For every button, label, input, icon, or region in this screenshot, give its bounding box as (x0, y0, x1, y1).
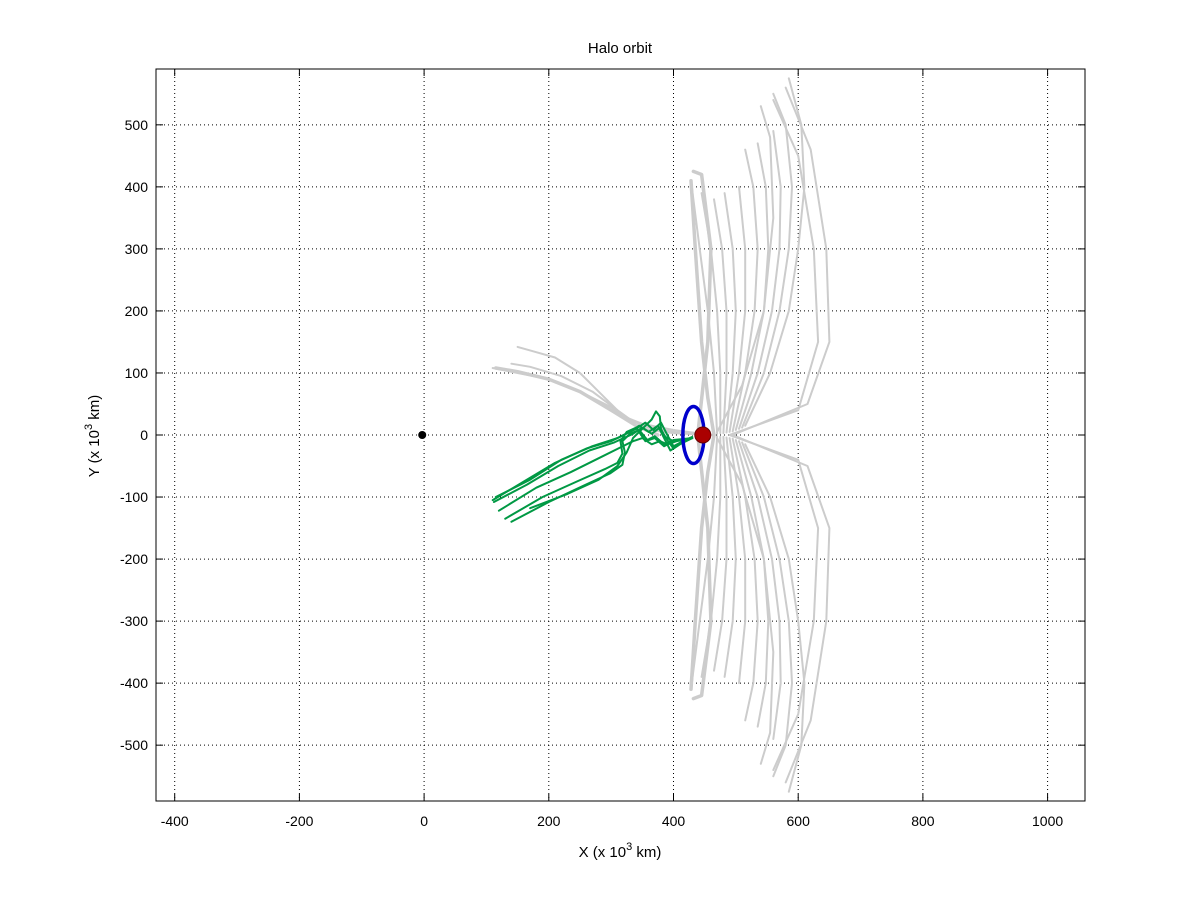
manifold-trajectory-line (691, 169, 713, 431)
x-tick-label: -200 (285, 813, 313, 829)
x-axis-title-main: X (x 10 (579, 844, 627, 861)
chart-title: Halo orbit (588, 40, 653, 57)
manifold-trajectory-line (723, 192, 737, 434)
manifold-trajectory-line (713, 435, 728, 672)
y-tick-label: -100 (120, 489, 148, 505)
x-tick-label: 0 (420, 813, 428, 829)
y-tick-label: 200 (125, 303, 149, 319)
x-axis-title-exponent: 3 (626, 841, 632, 853)
y-tick-label: -400 (120, 675, 148, 691)
manifold-trajectory-line (716, 437, 775, 765)
manifold-trajectory-line (716, 105, 775, 433)
manifold-trajectory-line (728, 185, 747, 433)
manifold-trajectory-line (731, 86, 831, 784)
tick-marks (156, 69, 1085, 801)
earth-marker (418, 431, 427, 439)
y-tick-label: -500 (120, 737, 148, 753)
moon-marker (694, 426, 712, 444)
tick-labels: -400 -200 0 200 400 600 800 1000-500-400-300-20… (120, 117, 1063, 829)
y-tick-label: 0 (140, 427, 148, 443)
x-tick-label: 800 (911, 813, 935, 829)
transfer-trajectory-line (529, 410, 694, 510)
manifold-trajectory-line (741, 92, 793, 429)
y-tick-label: 400 (125, 179, 149, 195)
y-tick-label: 100 (125, 365, 149, 381)
y-axis-title: Y (x 103 km) (83, 395, 103, 478)
manifold-trajectory-line (713, 198, 728, 435)
x-tick-label: 200 (537, 813, 561, 829)
manifold-trajectory-line (738, 440, 782, 740)
y-tick-label: -200 (120, 551, 148, 567)
x-tick-label: -400 (161, 813, 189, 829)
transfer-trajectory-line (504, 426, 694, 520)
x-tick-label: 600 (787, 813, 811, 829)
transfer-trajectory-line (494, 421, 694, 498)
y-axis-title-main: Y (x 10 (86, 430, 103, 477)
manifold-trajectory-line (741, 441, 793, 778)
y-axis-title-exponent: 3 (83, 424, 95, 430)
x-axis-title: X (x 103 km) (579, 841, 662, 861)
manifold-trajectory-line (738, 130, 782, 430)
y-tick-label: 300 (125, 241, 149, 257)
manifold-trajectory-line (689, 433, 716, 692)
manifold-trajectory-line (689, 178, 716, 437)
y-axis-title-unit: km) (86, 395, 103, 424)
manifold-trajectory-line (691, 439, 713, 701)
x-tick-label: 1000 (1032, 813, 1063, 829)
plot-data (418, 77, 831, 793)
manifold-trajectory-line (728, 437, 747, 685)
manifold-trajectory-line (728, 99, 820, 771)
grid-lines (156, 69, 1085, 801)
y-tick-label: 500 (125, 117, 149, 133)
x-axis-title-unit: km) (632, 844, 661, 861)
manifold-trajectory-line (494, 366, 660, 437)
x-tick-label: 400 (662, 813, 686, 829)
y-tick-label: -300 (120, 613, 148, 629)
manifold-trajectory-line (723, 436, 737, 678)
